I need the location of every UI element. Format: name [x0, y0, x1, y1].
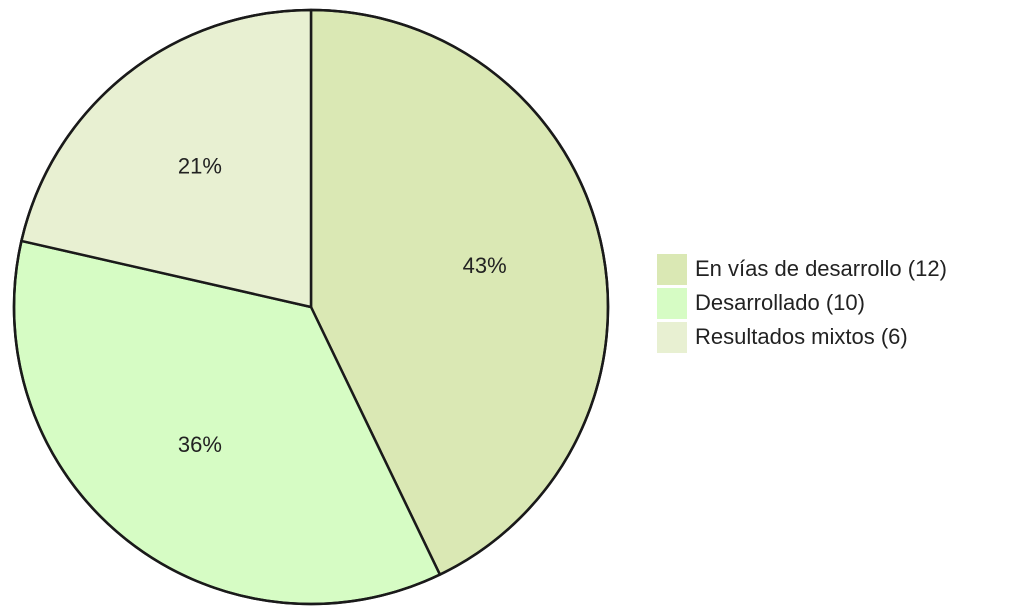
legend-swatch [657, 253, 687, 285]
legend: En vías de desarrollo (12) Desarrollado (… [657, 252, 1007, 354]
legend-item: Desarrollado (10) [657, 286, 1007, 320]
legend-label: Desarrollado (10) [695, 290, 865, 315]
pie-percent-labels: 43% 36% 21% [178, 154, 507, 458]
legend-swatch [657, 287, 687, 319]
pie-slice-percent-label: 43% [463, 253, 507, 278]
pie-slice-percent-label: 21% [178, 154, 222, 179]
legend-label: En vías de desarrollo (12) [695, 256, 947, 281]
legend-item: En vías de desarrollo (12) [657, 252, 1007, 286]
pie-slice-percent-label: 36% [178, 432, 222, 457]
legend-swatch [657, 321, 687, 353]
pie-slices [12, 8, 610, 606]
legend-label: Resultados mixtos (6) [695, 324, 908, 349]
legend-item: Resultados mixtos (6) [657, 320, 1007, 354]
pie-outline [12, 8, 610, 606]
